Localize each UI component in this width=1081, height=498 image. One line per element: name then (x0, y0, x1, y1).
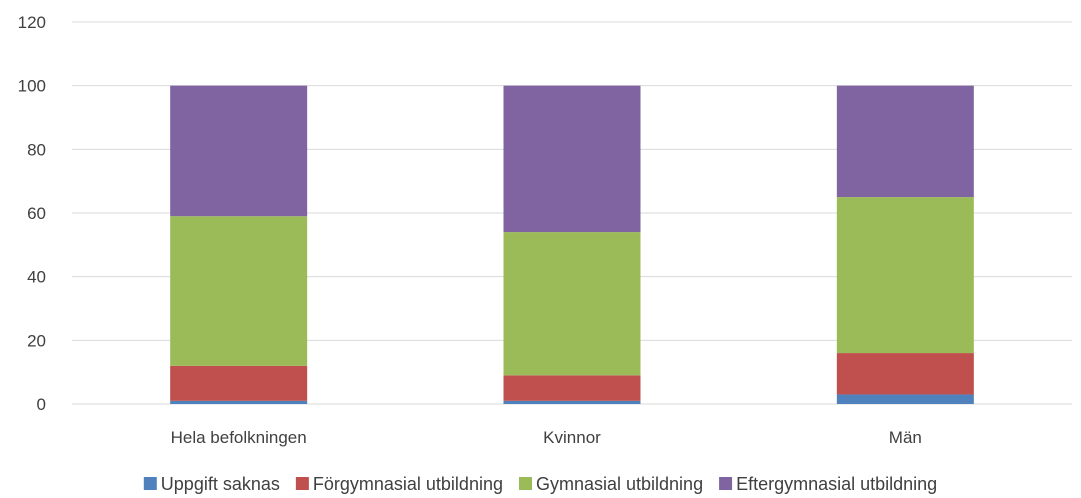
bar-segment-eftergymnasial-utbildning-0 (170, 85, 308, 217)
x-category-label: Män (889, 428, 922, 447)
bar-segment-uppgift-saknas-2 (836, 394, 974, 404)
y-tick-label: 100 (18, 77, 46, 96)
legend-swatch (143, 477, 157, 490)
bar-segment-f-rgymnasial-utbildning-2 (836, 353, 974, 395)
bar-segment-f-rgymnasial-utbildning-0 (170, 365, 308, 401)
legend-item: Gymnasial utbildning (518, 474, 703, 494)
legend-label: Uppgift saknas (161, 474, 280, 494)
legend-item: Eftergymnasial utbildning (719, 474, 937, 494)
x-category-label: Kvinnor (543, 428, 601, 447)
legend-item: Förgymnasial utbildning (295, 474, 503, 494)
bar-segment-eftergymnasial-utbildning-1 (503, 85, 641, 233)
bars (170, 85, 974, 404)
legend-item: Uppgift saknas (143, 474, 280, 494)
bar-stack-0 (170, 85, 308, 404)
y-tick-label: 0 (37, 395, 46, 414)
bar-segment-gymnasial-utbildning-0 (170, 216, 308, 366)
x-axis-labels: Hela befolkningen Kvinnor Män (171, 428, 922, 447)
bar-stack-1 (503, 85, 641, 404)
legend-label: Gymnasial utbildning (536, 474, 703, 494)
y-axis-ticks: 0 20 40 60 80 100 120 (18, 13, 46, 414)
legend-label: Eftergymnasial utbildning (736, 474, 937, 494)
bar-segment-gymnasial-utbildning-2 (836, 197, 974, 354)
bar-stack-2 (836, 85, 974, 404)
bar-segment-uppgift-saknas-1 (503, 400, 641, 404)
bar-segment-uppgift-saknas-0 (170, 400, 308, 404)
y-tick-label: 20 (27, 331, 46, 350)
legend-swatch (518, 477, 532, 490)
bar-segment-gymnasial-utbildning-1 (503, 232, 641, 376)
bar-segment-f-rgymnasial-utbildning-1 (503, 375, 641, 401)
legend-swatch (719, 477, 733, 490)
y-tick-label: 80 (27, 140, 46, 159)
legend-swatch (295, 477, 309, 490)
legend: Uppgift saknas Förgymnasial utbildning Gym… (143, 474, 937, 494)
legend-label: Förgymnasial utbildning (313, 474, 503, 494)
x-category-label: Hela befolkningen (171, 428, 307, 447)
bar-segment-eftergymnasial-utbildning-2 (836, 85, 974, 198)
y-tick-label: 60 (27, 204, 46, 223)
y-tick-label: 120 (18, 13, 46, 32)
y-tick-label: 40 (27, 268, 46, 287)
